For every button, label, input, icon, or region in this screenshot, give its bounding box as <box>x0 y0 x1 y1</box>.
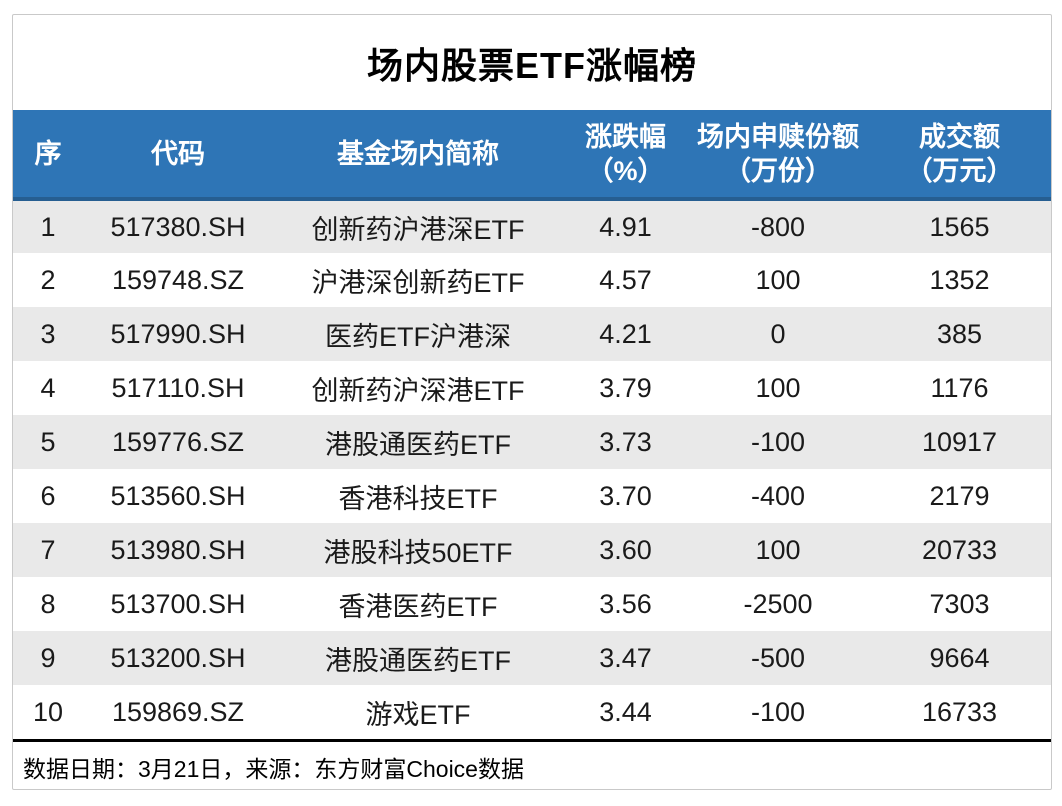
column-header-4: 涨跌幅 （%） <box>563 110 688 201</box>
cell-r3-c3: 医药ETF沪港深 <box>273 307 563 361</box>
table-body: 1 517380.SH 创新药沪港深ETF 4.91 -800 1565 2 159748.S… <box>13 199 1051 739</box>
cell-r3-c2: 517990.SH <box>83 307 273 361</box>
cell-r6-c5: -400 <box>688 469 868 523</box>
cell-r7-c3: 港股科技50ETF <box>273 523 563 577</box>
cell-r6-c6: 2179 <box>868 469 1051 523</box>
table-row-8: 8 513700.SH 香港医药ETF 3.56 -2500 7303 <box>13 577 1051 631</box>
cell-r6-c1: 6 <box>13 469 83 523</box>
column-header-unit: （%） <box>586 155 665 186</box>
cell-r3-c1: 3 <box>13 307 83 361</box>
cell-r10-c6: 16733 <box>868 685 1051 739</box>
cell-r7-c5: 100 <box>688 523 868 577</box>
cell-r4-c6: 1176 <box>868 361 1051 415</box>
cell-r2-c1: 2 <box>13 253 83 307</box>
table-row-6: 6 513560.SH 香港科技ETF 3.70 -400 2179 <box>13 469 1051 523</box>
column-header-label: 基金场内简称 <box>337 138 499 169</box>
source-note: 数据日期：3月21日，来源：东方财富Choice数据 <box>13 739 1051 785</box>
cell-r10-c3: 游戏ETF <box>273 685 563 739</box>
table-row-3: 3 517990.SH 医药ETF沪港深 4.21 0 385 <box>13 307 1051 361</box>
cell-r9-c6: 9664 <box>868 631 1051 685</box>
cell-r8-c6: 7303 <box>868 577 1051 631</box>
cell-r1-c2: 517380.SH <box>83 199 273 253</box>
cell-r10-c2: 159869.SZ <box>83 685 273 739</box>
cell-r7-c1: 7 <box>13 523 83 577</box>
cell-r6-c3: 香港科技ETF <box>273 469 563 523</box>
table-row-7: 7 513980.SH 港股科技50ETF 3.60 100 20733 <box>13 523 1051 577</box>
etf-table-card: 场内股票ETF涨幅榜 序代码 基金场内简称 涨跌幅 （%） 场内申赎份额 （万份） 成交额（… <box>12 14 1052 790</box>
cell-r7-c2: 513980.SH <box>83 523 273 577</box>
table-row-5: 5 159776.SZ 港股通医药ETF 3.73 -100 10917 <box>13 415 1051 469</box>
cell-r9-c1: 9 <box>13 631 83 685</box>
cell-r1-c1: 1 <box>13 199 83 253</box>
cell-r7-c4: 3.60 <box>563 523 688 577</box>
cell-r5-c3: 港股通医药ETF <box>273 415 563 469</box>
cell-r10-c5: -100 <box>688 685 868 739</box>
table-row-1: 1 517380.SH 创新药沪港深ETF 4.91 -800 1565 <box>13 199 1051 253</box>
column-header-2: 代码 <box>83 110 273 201</box>
cell-r2-c2: 159748.SZ <box>83 253 273 307</box>
cell-r5-c5: -100 <box>688 415 868 469</box>
etf-rank-table: 序代码 基金场内简称 涨跌幅 （%） 场内申赎份额 （万份） 成交额 （万元） 1 517380… <box>13 110 1051 739</box>
cell-r4-c5: 100 <box>688 361 868 415</box>
cell-r7-c6: 20733 <box>868 523 1051 577</box>
page-title: 场内股票ETF涨幅榜 <box>367 44 697 86</box>
cell-r3-c6: 385 <box>868 307 1051 361</box>
cell-r8-c4: 3.56 <box>563 577 688 631</box>
cell-r6-c2: 513560.SH <box>83 469 273 523</box>
column-header-unit: （万份） <box>724 155 832 186</box>
cell-r2-c3: 沪港深创新药ETF <box>273 253 563 307</box>
column-header-1: 序 <box>13 110 83 201</box>
cell-r4-c3: 创新药沪深港ETF <box>273 361 563 415</box>
table-row-2: 2 159748.SZ 沪港深创新药ETF 4.57 100 1352 <box>13 253 1051 307</box>
cell-r9-c4: 3.47 <box>563 631 688 685</box>
cell-r8-c1: 8 <box>13 577 83 631</box>
cell-r1-c3: 创新药沪港深ETF <box>273 199 563 253</box>
table-row-9: 9 513200.SH 港股通医药ETF 3.47 -500 9664 <box>13 631 1051 685</box>
column-header-6: 成交额 （万元） <box>868 110 1051 201</box>
cell-r1-c5: -800 <box>688 199 868 253</box>
table-row-4: 4 517110.SH 创新药沪深港ETF 3.79 100 1176 <box>13 361 1051 415</box>
column-header-label: 序 <box>34 138 62 169</box>
cell-r5-c1: 5 <box>13 415 83 469</box>
cell-r4-c1: 4 <box>13 361 83 415</box>
cell-r9-c5: -500 <box>688 631 868 685</box>
cell-r2-c4: 4.57 <box>563 253 688 307</box>
column-header-3: 基金场内简称 <box>273 110 563 201</box>
cell-r2-c6: 1352 <box>868 253 1051 307</box>
cell-r9-c3: 港股通医药ETF <box>273 631 563 685</box>
cell-r9-c2: 513200.SH <box>83 631 273 685</box>
table-header-row: 序代码 基金场内简称 涨跌幅 （%） 场内申赎份额 （万份） 成交额 （万元） <box>13 110 1051 201</box>
column-header-unit: （万元） <box>905 155 1014 186</box>
cell-r10-c1: 10 <box>13 685 83 739</box>
cell-r8-c3: 香港医药ETF <box>273 577 563 631</box>
cell-r10-c4: 3.44 <box>563 685 688 739</box>
column-header-label: 成交额 <box>919 121 1000 152</box>
cell-r8-c2: 513700.SH <box>83 577 273 631</box>
column-header-label: 代码 <box>151 138 205 169</box>
cell-r8-c5: -2500 <box>688 577 868 631</box>
cell-r2-c5: 100 <box>688 253 868 307</box>
cell-r6-c4: 3.70 <box>563 469 688 523</box>
column-header-label: 场内申赎份额 <box>697 121 859 152</box>
cell-r4-c4: 3.79 <box>563 361 688 415</box>
cell-r5-c6: 10917 <box>868 415 1051 469</box>
cell-r3-c5: 0 <box>688 307 868 361</box>
cell-r5-c4: 3.73 <box>563 415 688 469</box>
cell-r5-c2: 159776.SZ <box>83 415 273 469</box>
cell-r1-c4: 4.91 <box>563 199 688 253</box>
cell-r3-c4: 4.21 <box>563 307 688 361</box>
table-row-10: 10 159869.SZ 游戏ETF 3.44 -100 16733 <box>13 685 1051 739</box>
cell-r4-c2: 517110.SH <box>83 361 273 415</box>
column-header-label: 涨跌幅 <box>585 121 666 152</box>
cell-r1-c6: 1565 <box>868 199 1051 253</box>
column-header-5: 场内申赎份额 （万份） <box>688 110 868 201</box>
